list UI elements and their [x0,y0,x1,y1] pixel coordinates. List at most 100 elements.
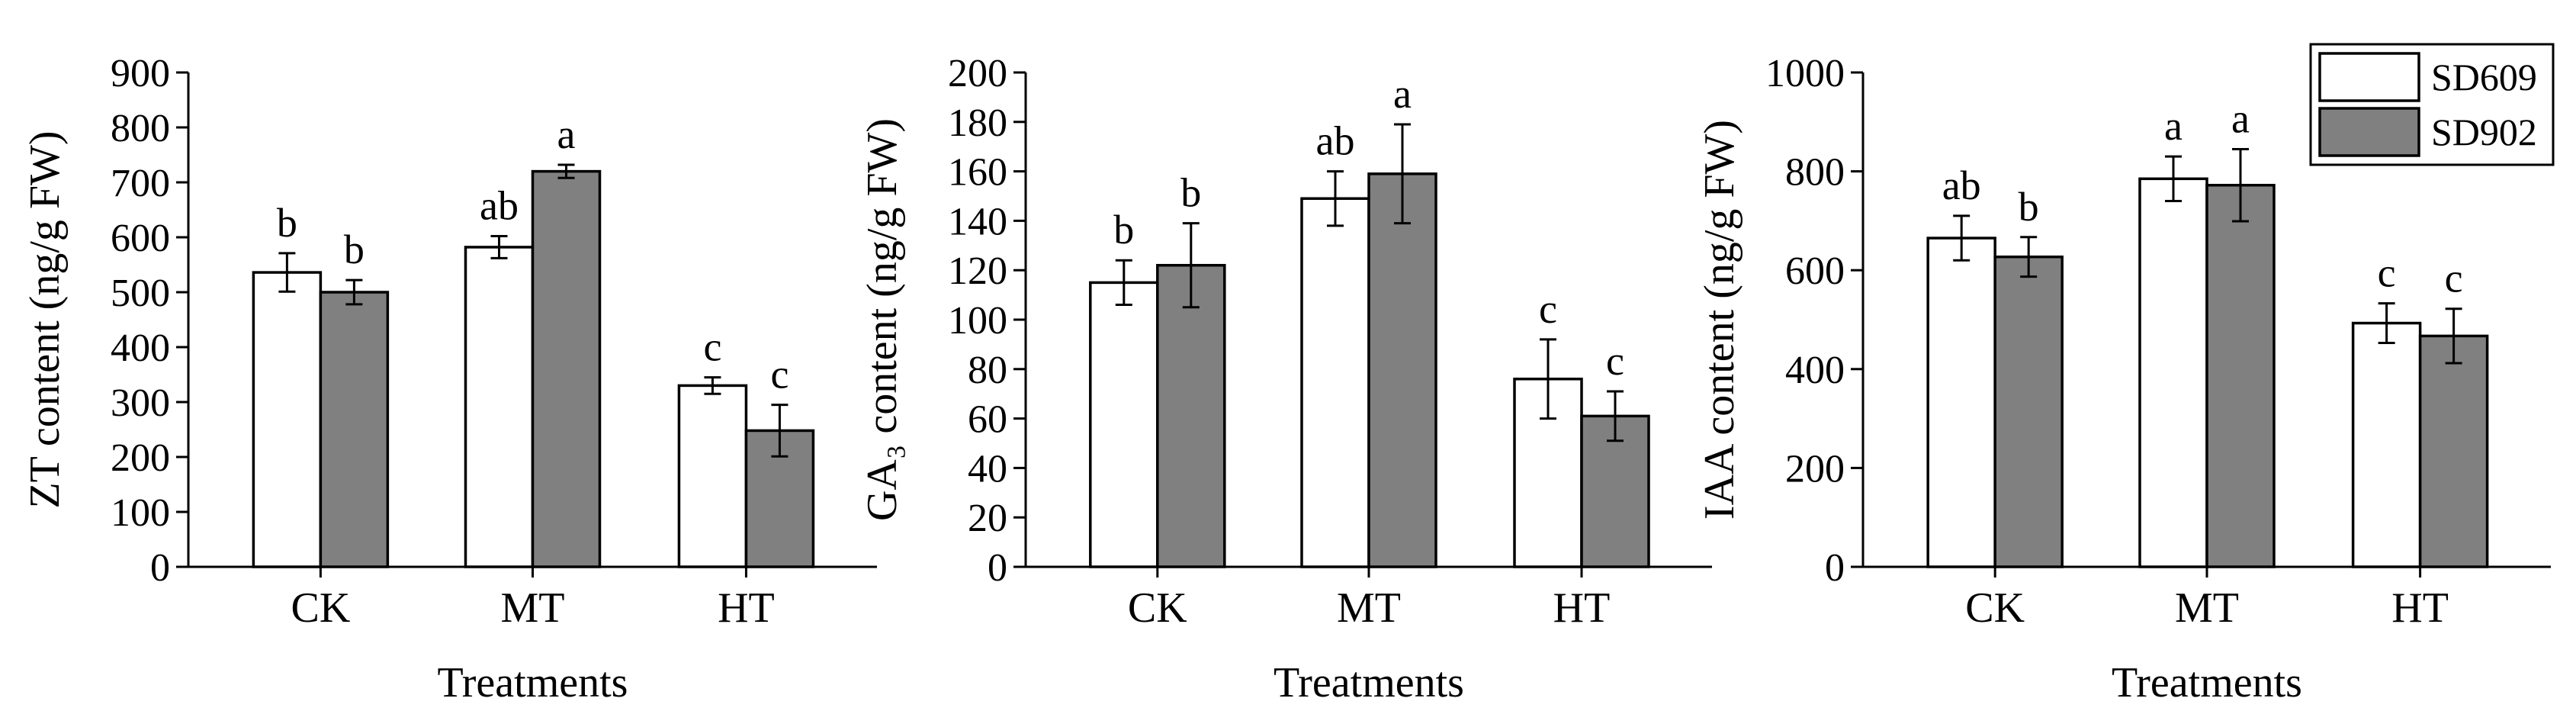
error-bar [771,404,789,458]
legend-swatch-sd902 [2318,107,2420,157]
significance-label: c [1606,338,1624,384]
y-tick-label: 300 [111,381,170,425]
legend-swatch-sd609 [2318,52,2420,102]
bar-sd609 [677,384,748,568]
significance-label: b [344,227,365,272]
error-bar [1953,214,1971,262]
significance-label: a [1393,71,1412,117]
y-tick-label: 400 [1785,349,1845,392]
error-bar [2445,307,2462,365]
error-bar [490,235,508,259]
x-category-label: CK [1965,584,2025,632]
error-bar [278,252,296,293]
significance-label: c [2378,250,2396,296]
y-tick-label: 160 [948,151,1007,195]
y-tick-label: 80 [968,349,1007,392]
significance-label: b [277,200,297,246]
bar-sd902 [319,291,390,568]
y-tick-label: 40 [968,447,1007,491]
error-bar [557,163,575,179]
y-axis-title: GA₃ content (ng/g FW) [859,118,906,521]
significance-label: c [2445,256,2463,301]
y-tick-label: 900 [111,52,170,95]
y-tick-label: 200 [948,52,1007,95]
significance-label: a [2164,103,2183,149]
significance-label: ab [480,183,519,229]
x-axis-title: Treatments [1274,659,1464,706]
error-bar [704,376,721,395]
y-tick-label: 100 [948,299,1007,343]
y-tick-label: 1000 [1765,52,1845,95]
y-tick-label: 600 [111,217,170,260]
chart-panel-2: 0 20 40 60 80 100 120 140 160 180 200 CK bb MT aba HT c c… [859,52,1712,706]
bar-sd609 [1300,197,1370,568]
x-category-label: MT [2175,584,2239,632]
error-bar [1115,259,1132,307]
x-category-label: HT [718,584,775,632]
x-axis-title: Treatments [438,659,628,706]
y-tick-label: 500 [111,272,170,315]
y-tick-label: 200 [111,436,170,480]
error-bar [1607,390,1624,442]
x-category-label: HT [1553,584,1611,632]
y-tick-label: 600 [1785,249,1845,293]
error-bar [2378,302,2395,344]
legend-label: SD902 [2431,111,2537,153]
y-tick-label: 200 [1785,447,1845,491]
x-category-label: CK [1128,584,1187,632]
y-tick-label: 120 [948,249,1007,293]
significance-label: c [1539,286,1557,332]
error-bar [1394,123,1411,225]
x-category-label: MT [501,584,565,632]
significance-label: c [770,352,789,397]
y-tick-label: 800 [1785,151,1845,195]
legend-label: SD609 [2431,56,2537,98]
bar-sd609 [2138,177,2208,568]
bar-sd902 [2418,334,2489,568]
y-axis-title: ZT content (ng/g FW) [21,130,69,508]
bar-sd609 [252,271,323,568]
significance-label: c [703,324,721,370]
legend: SD609 SD902 [2309,43,2555,166]
significance-label: b [2019,184,2039,230]
bar-sd609 [1089,281,1159,568]
y-tick-label: 700 [111,162,170,205]
significance-label: b [1113,207,1134,253]
bar-sd902 [1993,255,2064,568]
y-tick-label: 140 [948,200,1007,243]
error-bar [1182,222,1200,309]
chart-panel-3: 0 200 400 600 800 1000 CK ab b MT a a HT c c Treatments… [1696,52,2551,706]
bar-sd609 [464,246,535,568]
y-tick-label: 0 [150,546,170,590]
y-tick-label: 100 [111,491,170,535]
error-bar [1327,170,1344,227]
y-tick-label: 0 [1825,546,1845,590]
x-category-label: HT [2391,584,2449,632]
bar-sd609 [2351,321,2422,568]
significance-label: a [2231,95,2250,141]
error-bar [2232,147,2249,223]
bar-sd902 [2205,183,2276,568]
y-tick-label: 800 [111,107,170,150]
chart-panel-1: 0 100 200 300 400 500 600 700 800 900 CK b b MT aba HT c… [21,52,877,706]
error-bar [1540,338,1556,420]
significance-label: ab [1942,162,1981,208]
y-tick-label: 20 [968,497,1007,540]
x-category-label: MT [1337,584,1401,632]
significance-label: b [1180,170,1201,216]
error-bar [2165,155,2182,202]
bar-sd902 [531,169,602,568]
bar-sd609 [1926,237,1996,568]
y-tick-label: 60 [968,398,1007,442]
bar-sd902 [1367,172,1437,568]
bar-sd902 [1156,263,1226,568]
significance-label: ab [1316,118,1355,164]
error-bar [345,278,363,306]
x-category-label: CK [291,584,350,632]
y-tick-label: 180 [948,101,1007,145]
y-axis-title: IAA content (ng/g FW) [1696,120,1743,520]
y-tick-label: 0 [988,546,1007,590]
significance-label: a [557,111,576,157]
error-bar [2020,236,2038,278]
